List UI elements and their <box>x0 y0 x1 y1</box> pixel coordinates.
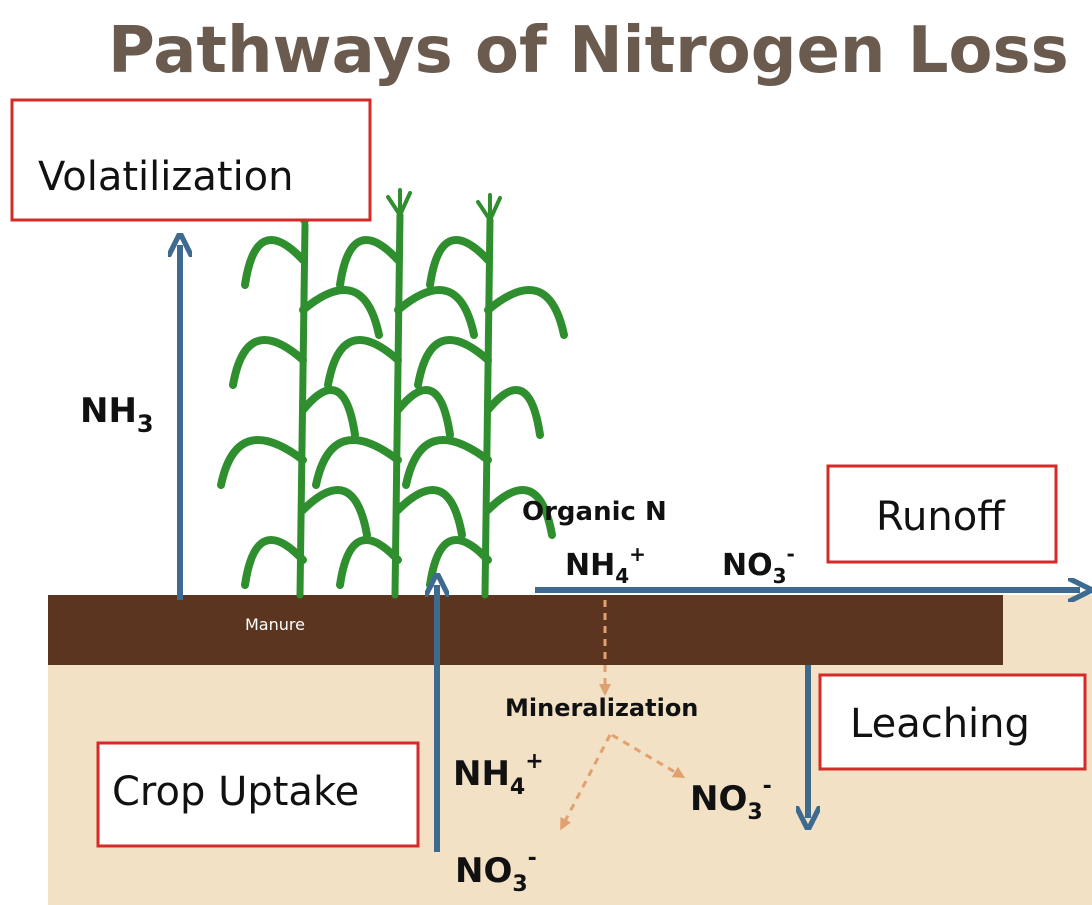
corn-part <box>303 490 367 535</box>
crop-uptake-label: Crop Uptake <box>112 769 359 815</box>
corn-part <box>233 340 303 385</box>
formula-base: NH <box>80 391 137 431</box>
corn-part <box>303 390 355 435</box>
formula-sup: + <box>629 542 646 566</box>
corn-part <box>398 490 462 535</box>
corn-part <box>430 240 488 285</box>
formula-base: NO <box>455 851 512 891</box>
formula-sub: 3 <box>137 410 154 438</box>
corn-part <box>303 290 379 335</box>
volatilization-label: Volatilization <box>38 154 294 200</box>
organic-n-label: Organic N <box>522 497 667 527</box>
diagram: Pathways of Nitrogen Loss Volatilization… <box>0 0 1092 905</box>
corn-part <box>221 440 303 485</box>
formula-base: NH <box>565 548 615 583</box>
corn-part <box>340 240 398 285</box>
corn-part <box>398 390 450 435</box>
formula-base: NO <box>722 548 773 583</box>
corn-part <box>388 190 410 215</box>
corn-part <box>488 290 564 335</box>
runoff-label: Runoff <box>876 494 1006 540</box>
corn-part <box>430 540 488 585</box>
corn-part <box>340 540 398 585</box>
nh3-label: NH3 <box>80 391 154 438</box>
no3-surface-label: NO3- <box>722 542 795 588</box>
corn-part <box>398 290 474 335</box>
corn-part <box>418 340 488 385</box>
corn-part <box>406 440 488 485</box>
corn-part <box>328 340 398 385</box>
formula-sup: - <box>528 846 537 871</box>
corn-part <box>245 240 303 285</box>
corn-part <box>488 390 540 435</box>
leaching-label: Leaching <box>850 701 1030 747</box>
corn-part <box>316 440 398 485</box>
mineralization-label: Mineralization <box>505 694 698 722</box>
formula-base: NO <box>690 779 747 819</box>
formula-sub: 3 <box>773 564 787 588</box>
formula-sup: - <box>763 774 772 799</box>
formula-sub: 4 <box>615 564 629 588</box>
formula-base: NH <box>453 754 510 794</box>
formula-sup: - <box>787 542 795 566</box>
manure-label: Manure <box>245 615 305 634</box>
title: Pathways of Nitrogen Loss <box>108 14 1069 88</box>
corn-part <box>245 540 303 585</box>
corn-part <box>478 195 500 220</box>
nh4-surface-label: NH4+ <box>565 542 646 588</box>
formula-sub: 4 <box>510 775 525 800</box>
manure-layer <box>48 595 1003 665</box>
formula-sub: 3 <box>512 872 527 897</box>
formula-sup: + <box>525 749 543 774</box>
corn-plants <box>221 190 564 595</box>
formula-sub: 3 <box>747 800 762 825</box>
